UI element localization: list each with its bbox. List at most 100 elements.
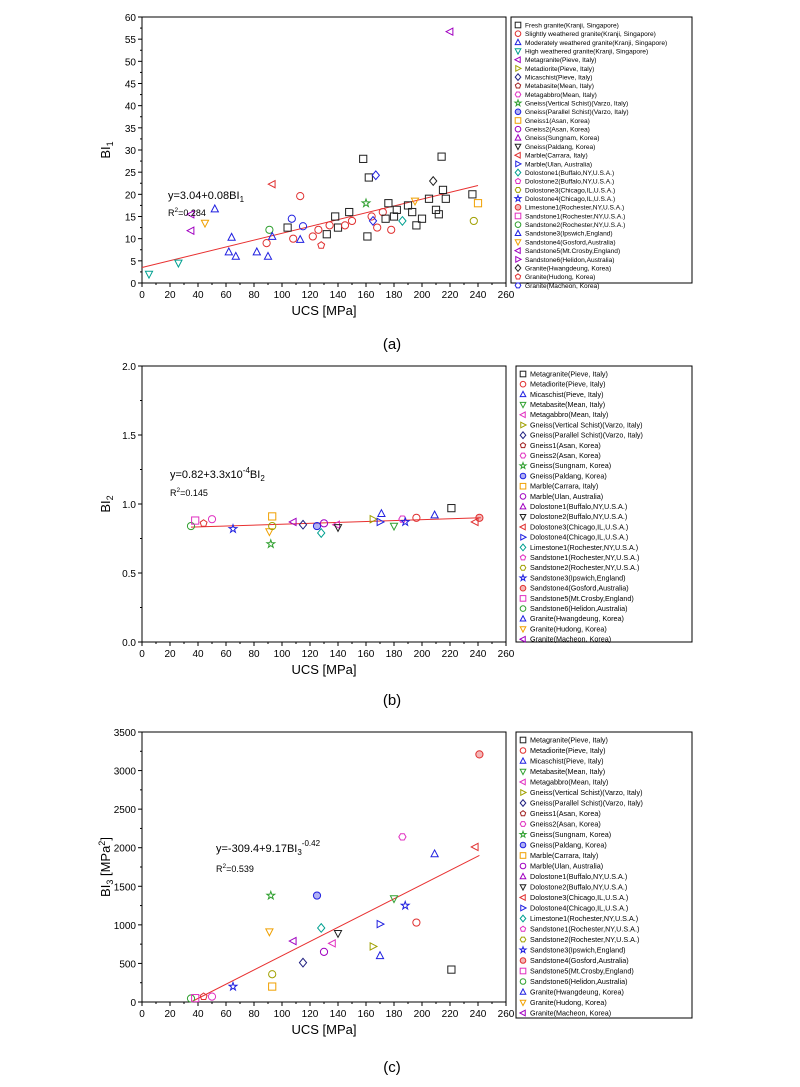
legend-marker [514,263,522,273]
data-point [199,519,208,527]
legend-entry: Sandstone4(Gosford,Australia) [530,956,629,965]
legend-entry: Granite(Hwangdeung, Korea) [530,614,624,623]
panel-label: (c) [383,1059,401,1076]
y-tick-label: 3000 [114,767,137,778]
legend-marker [514,282,522,289]
legend-marker [518,829,528,839]
x-tick-label: 140 [330,1009,347,1020]
data-point [444,27,454,37]
data-point [468,190,477,199]
data-point [412,221,421,230]
y-axis-title: BI2 [98,495,115,512]
data-point [408,207,417,217]
y-tick-label: 55 [125,35,137,46]
legend-marker [513,151,521,159]
data-point [371,170,381,181]
y-tick-label: 30 [125,146,137,157]
legend-marker [514,82,522,89]
data-point [186,521,196,531]
data-point [389,895,399,904]
y-tick-label: 0.5 [122,569,136,580]
x-tick-label: 160 [358,1009,375,1020]
r-squared: R2=0.539 [216,863,254,874]
legend-entry: Limestone1(Rochester,NY,U.S.A.) [530,914,638,923]
legend-marker [519,768,527,776]
legend-entry: Dolostone4(Chicago,IL,U.S.A.) [530,533,628,542]
legend-entry: Dolostone2(Buffalo,NY,U.S.A.) [530,512,627,521]
y-tick-label: 1000 [114,921,137,932]
legend-entry: Metadiorite(Pieve, Italy) [525,66,594,73]
legend-entry: Marble(Ulan, Australia) [530,861,603,870]
legend-entry: Dolostone4(Chicago,IL,U.S.A.) [530,903,628,912]
legend-marker [514,30,522,37]
legend: Fresh granite(Kranji, Singapore) Slightly… [510,16,693,290]
data-point [283,223,292,232]
y-tick-label: 1.0 [122,500,136,511]
legend-entry: Sandstone1(Rochester,NY,U.S.A.) [530,924,639,933]
legend-entry: Sandstone5(Mt.Crosby,England) [525,248,620,255]
x-tick-label: 120 [302,649,319,660]
legend-marker [519,401,527,409]
data-point [191,516,200,525]
data-point [340,221,350,230]
legend-marker [519,626,527,634]
legend-marker [514,117,522,124]
plot-area [141,16,507,284]
data-point [316,527,326,539]
legend-marker [519,595,527,602]
x-tick-label: 20 [164,290,176,301]
r-squared: R2=0.145 [170,487,208,498]
data-point [265,538,277,549]
legend-marker [514,133,522,141]
legend-marker [519,514,527,521]
legend-entry: Sandstone3(Ipswich,England) [525,231,613,238]
legend-entry: Dolostone1(Buffalo,NY,U.S.A.) [530,872,627,881]
x-axis-title: UCS [MPa] [291,662,356,677]
legend-entry: Metagabbro(Mean, Italy) [530,777,608,786]
data-point [369,514,379,524]
x-tick-label: 140 [330,290,347,301]
legend-marker [520,788,528,797]
legend-entry: Micaschist(Pieve, Italy) [530,390,604,399]
x-tick-label: 180 [386,1009,403,1020]
data-point [252,246,262,256]
legend-entry: Marble(Carrara, Italy) [530,482,598,491]
x-tick-label: 80 [248,290,260,301]
legend: Metagranite(Pieve, Italy) Metadiorite(Pie… [515,365,693,644]
legend-marker [515,255,523,263]
data-point [173,259,183,269]
x-tick-label: 240 [470,290,487,301]
legend-entry: Marble(Carrara, Italy) [530,851,598,860]
legend-marker [514,143,522,151]
data-point [470,517,479,527]
legend-entry: Gneiss2(Asan, Korea) [530,451,601,460]
chart-panel-3: 0 20 40 60 80 100 120 140 160 180 200 220 240 260 0 500… [97,728,693,1076]
x-tick-label: 140 [330,649,347,660]
data-point [312,891,322,900]
legend-entry: Sandstone6(Helidon,Australia) [530,977,628,986]
data-point [430,848,440,858]
data-point [441,194,450,203]
data-point [267,231,277,240]
legend-entry: Marble(Carrara, Italy) [525,153,588,160]
legend-marker [518,945,528,954]
legend-entry: Marble(Ulan, Australia) [530,492,603,501]
data-point [263,251,273,260]
legend-marker [519,925,527,932]
y-tick-label: 1500 [114,882,137,893]
legend-entry: Gneiss(Sungnam, Korea) [530,830,611,839]
legend-marker [514,125,522,133]
regression-equation: y=3.04+0.08BI1 [168,190,245,204]
legend-marker [519,493,527,500]
data-point [447,965,456,974]
data-point [475,513,484,522]
data-point [288,936,297,946]
y-tick-label: 45 [125,80,137,91]
chart-panel-2: 0 20 40 60 80 100 120 140 160 180 200 220 240 260 0.0 0… [98,362,693,709]
x-tick-label: 20 [164,649,176,660]
x-tick-label: 180 [386,649,403,660]
plot-area [141,365,507,643]
chart-panel-1: 0 20 40 60 80 100 120 140 160 180 200 220 240 260 0 5 10… [98,13,693,353]
data-point [322,230,331,239]
